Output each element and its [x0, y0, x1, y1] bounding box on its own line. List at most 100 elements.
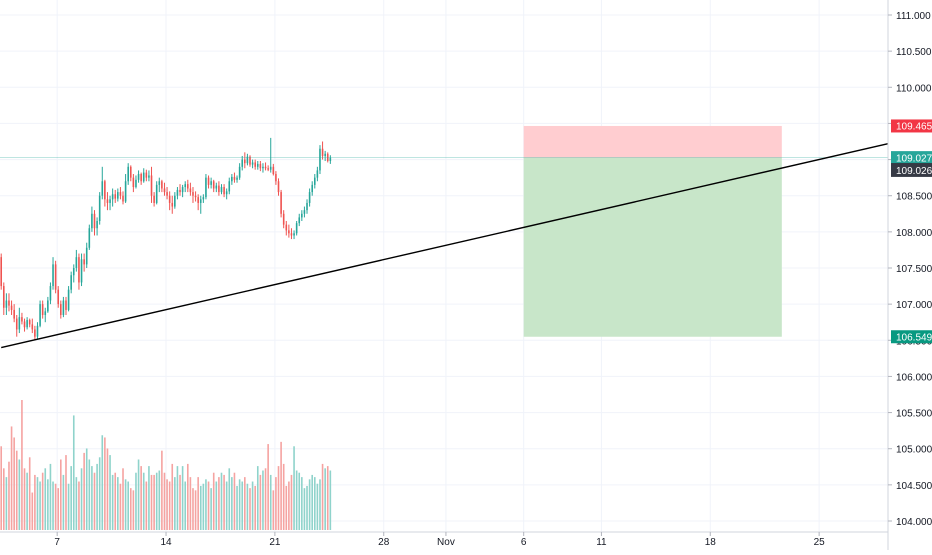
candle [254, 159, 256, 170]
price-label-box [891, 330, 932, 344]
volume-bar [150, 474, 153, 530]
candle-body [26, 320, 28, 328]
candle [324, 150, 326, 162]
candle-body [117, 192, 119, 199]
time-tick-label: 21 [269, 537, 281, 548]
candle [218, 181, 220, 196]
volume-bar [238, 479, 241, 530]
candle-body [168, 195, 171, 203]
candle [215, 182, 218, 193]
candle-body [155, 184, 158, 203]
volume-bar [212, 472, 215, 530]
candle [189, 182, 192, 196]
candle [62, 296, 65, 318]
candle-body [44, 311, 47, 315]
candle-body [122, 195, 124, 202]
candle [13, 304, 15, 323]
candle [174, 192, 176, 209]
volume-bar [88, 459, 91, 530]
volume-bar [5, 477, 8, 530]
candle-body [75, 257, 78, 268]
candle [153, 192, 155, 207]
candle-body [205, 177, 207, 198]
candle [129, 165, 132, 182]
candle-body [225, 191, 228, 195]
candle [329, 155, 332, 164]
candle [135, 175, 137, 189]
volume-bar [321, 463, 324, 530]
candle-body [301, 213, 303, 218]
candle-body [0, 257, 3, 287]
volume-bar [215, 481, 218, 530]
candle [233, 172, 236, 183]
volume-bar [44, 468, 47, 530]
volume-bar [28, 457, 31, 530]
candle-body [267, 168, 269, 170]
candle-body [298, 217, 301, 224]
candle-body [199, 199, 202, 203]
candle [91, 206, 93, 232]
candle-body [88, 228, 91, 248]
candle [75, 249, 78, 272]
volume-bar [36, 477, 39, 530]
candle [306, 199, 308, 214]
volume-bar [52, 481, 54, 530]
price-label-text: 109.465 [896, 122, 932, 133]
candle [231, 174, 233, 185]
candle-body [127, 166, 129, 182]
price-tick-label: 105.000 [896, 445, 932, 456]
candle-body [2, 286, 5, 308]
candle-body [28, 320, 31, 325]
candle [80, 253, 83, 287]
candle-body [277, 181, 280, 193]
candle [197, 194, 199, 211]
candle [282, 210, 285, 229]
candle [98, 192, 101, 225]
volume-bar [104, 437, 106, 530]
candle-body [8, 300, 10, 306]
candle [313, 174, 316, 189]
volume-bar [316, 483, 319, 530]
candle-body [220, 187, 223, 193]
volume-bar [15, 450, 18, 530]
volume-bar [205, 479, 207, 530]
price-label-text: 109.026 [896, 166, 932, 177]
candle-body [251, 162, 254, 165]
volume-bar [210, 488, 212, 530]
time-tick-label: Nov [437, 537, 455, 548]
price-label-box [891, 163, 932, 177]
trend-line[interactable] [1, 142, 889, 349]
volume-bar [148, 466, 150, 530]
candle [111, 188, 114, 207]
candle [47, 296, 49, 313]
candle-body [249, 156, 251, 165]
volume-bar [67, 483, 70, 530]
candle-body [272, 166, 275, 175]
drawing-overlays[interactable] [0, 142, 889, 349]
stop-loss-zone[interactable] [523, 125, 782, 158]
volume-bar [275, 477, 277, 530]
candle-body [153, 195, 155, 203]
candle-body [106, 199, 109, 203]
candle-body [184, 184, 187, 188]
volume-bar [75, 477, 78, 530]
volume-bar [34, 474, 36, 530]
volume-bar [184, 481, 187, 530]
candle-body [275, 174, 277, 182]
volume-bar [233, 472, 236, 530]
candle-body [192, 192, 194, 196]
volume-bar [93, 472, 96, 530]
candle-body [72, 268, 75, 276]
take-profit-zone[interactable] [523, 157, 782, 337]
long-position-tool[interactable] [523, 125, 782, 337]
candle [212, 179, 215, 193]
volume-bar [192, 488, 194, 530]
candle-body [308, 192, 311, 203]
volume-bar [256, 466, 259, 530]
volume-bar [161, 450, 163, 530]
candle-body [254, 162, 256, 167]
candle-body [295, 223, 298, 234]
candle [72, 264, 75, 283]
